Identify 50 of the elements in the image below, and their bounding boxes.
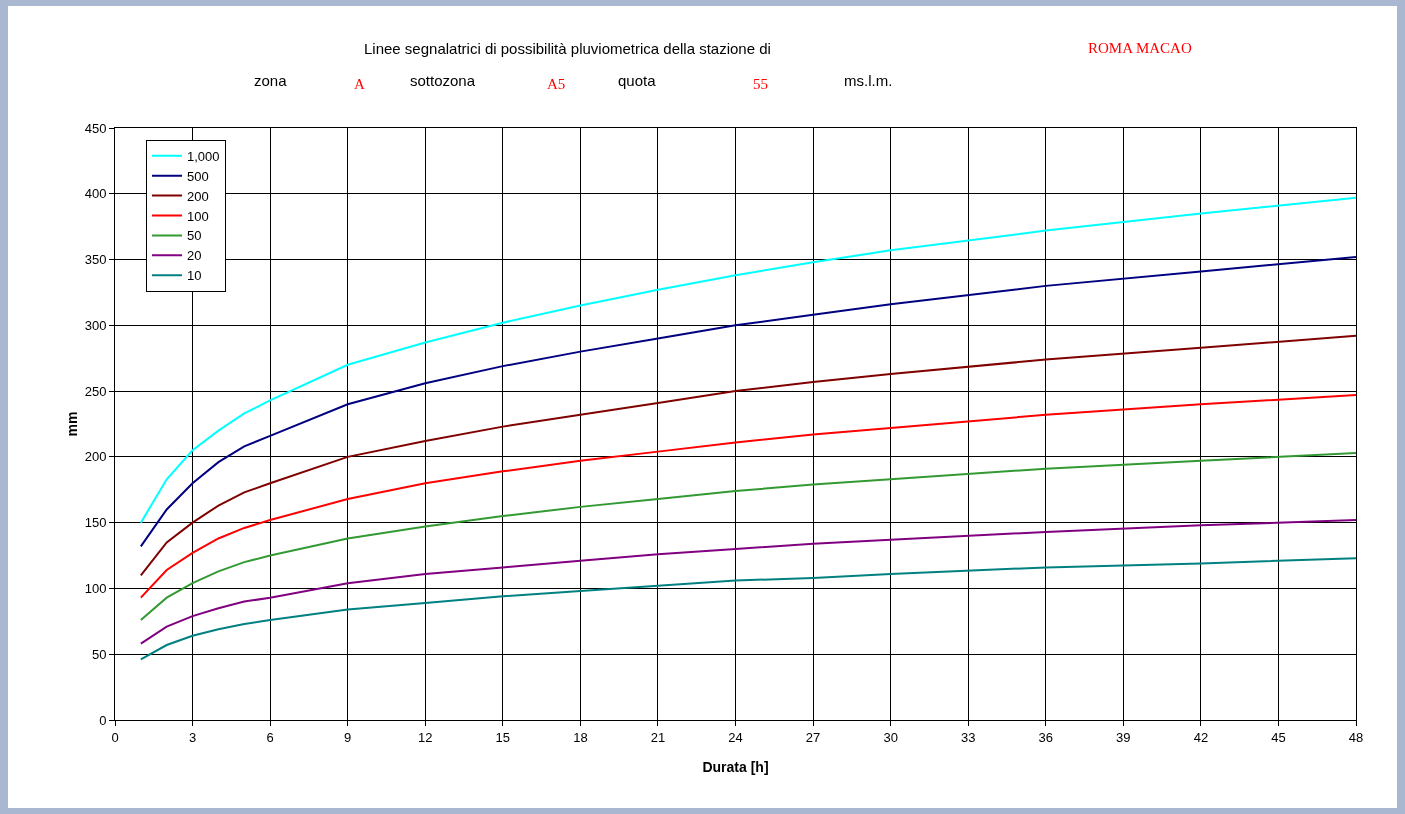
chart-title: Linee segnalatrici di possibilità pluviometrica della stazione di xyxy=(364,40,771,57)
legend-label: 500 xyxy=(187,168,209,184)
y-tick-label: 0 xyxy=(99,712,107,728)
x-tick-label: 36 xyxy=(1038,729,1053,745)
y-axis-title: mm xyxy=(64,411,80,437)
text: quota xyxy=(618,72,657,89)
text: 55 xyxy=(753,76,768,92)
x-tick-label: 24 xyxy=(728,729,743,745)
y-tick-label: 250 xyxy=(84,383,107,399)
x-tick-label: 0 xyxy=(111,729,119,745)
x-tick-label: 33 xyxy=(960,729,976,745)
y-tick-label: 400 xyxy=(84,186,107,202)
x-tick-label: 48 xyxy=(1348,729,1364,745)
y-tick-label: 350 xyxy=(84,252,107,268)
line-series xyxy=(139,451,1356,622)
y-tick-label: 150 xyxy=(84,515,107,531)
y-tick-label: 200 xyxy=(84,449,107,465)
x-axis-title: Durata [h] xyxy=(702,759,769,775)
x-tick-label: 18 xyxy=(573,729,588,745)
legend-label: 200 xyxy=(187,188,209,204)
legend-label: 50 xyxy=(187,228,202,244)
x-tick-label: 21 xyxy=(650,729,666,745)
x-tick-label: 39 xyxy=(1116,729,1131,745)
text: A5 xyxy=(547,76,566,92)
y-tick-label: 450 xyxy=(84,120,107,136)
x-tick-label: 45 xyxy=(1271,729,1286,745)
legend-label: 100 xyxy=(187,208,209,224)
x-tick-label: 6 xyxy=(266,729,274,745)
x-tick-label: 3 xyxy=(188,729,197,745)
x-tick-label: 42 xyxy=(1193,729,1209,745)
x-tick-label: 27 xyxy=(805,729,821,745)
x-tick-label: 30 xyxy=(883,729,898,745)
x-tick-label: 9 xyxy=(344,729,352,745)
y-tick-label: 300 xyxy=(84,317,107,333)
line-series xyxy=(139,334,1356,577)
legend-label: 20 xyxy=(187,248,202,264)
text: ROMA MACAO xyxy=(1088,40,1192,56)
line-series xyxy=(139,557,1356,661)
text: ms.l.m. xyxy=(844,72,893,89)
legend-label: 10 xyxy=(187,268,202,284)
line-series xyxy=(139,394,1356,599)
y-tick-label: 50 xyxy=(91,646,107,662)
text: A xyxy=(354,76,365,92)
x-tick-label: 15 xyxy=(495,729,511,745)
x-tick-label: 12 xyxy=(418,729,433,745)
legend-label: 1,000 xyxy=(187,148,220,164)
line-series xyxy=(139,519,1356,645)
text: zona xyxy=(254,72,288,89)
text: sottozona xyxy=(410,72,476,89)
y-tick-label: 100 xyxy=(84,580,107,596)
